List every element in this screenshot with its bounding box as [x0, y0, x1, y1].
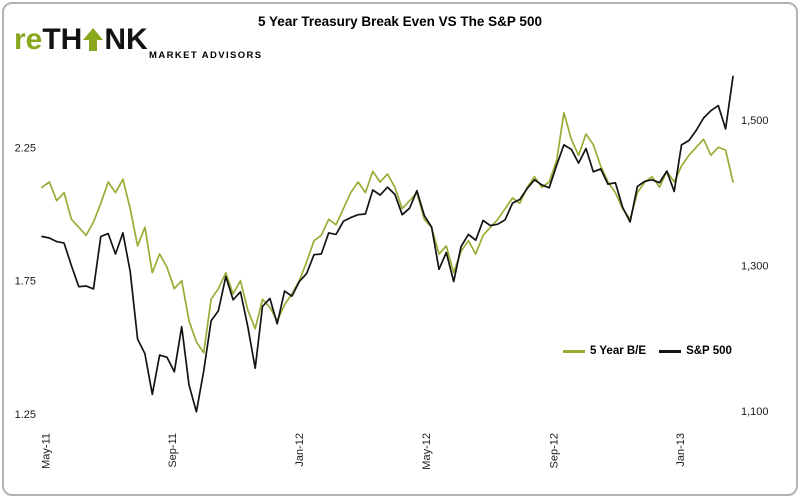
up-arrow-icon — [83, 28, 104, 52]
y-axis-left-tick: 1.25 — [15, 409, 36, 421]
chart-title: 5 Year Treasury Break Even VS The S&P 50… — [258, 14, 542, 29]
legend-label-breakeven: 5 Year B/E — [590, 345, 647, 357]
y-axis-left-tick: 1.75 — [15, 276, 36, 288]
up-arrow-stem — [89, 40, 98, 52]
y-axis-right-tick: 1,100 — [741, 406, 769, 418]
y-axis-right-tick: 1,300 — [741, 261, 769, 273]
rethink-logo: re TH NK — [14, 23, 148, 56]
logo-text-re: re — [14, 23, 43, 56]
sp500-line — [41, 75, 734, 413]
x-axis-tick: May-12 — [421, 433, 433, 470]
legend: 5 Year B/E S&P 500 — [563, 345, 732, 357]
breakeven-line — [41, 111, 734, 354]
x-axis-tick: Sep-12 — [548, 433, 560, 468]
legend-swatch-sp500 — [659, 349, 682, 353]
legend-swatch-breakeven — [563, 349, 585, 353]
x-axis-tick: Jan-12 — [294, 433, 306, 467]
logo-text-th: TH — [42, 23, 83, 56]
logo-text-nk: NK — [104, 23, 148, 56]
legend-item-sp500: S&P 500 — [659, 345, 732, 357]
legend-label-sp500: S&P 500 — [686, 345, 732, 357]
y-axis-right-tick: 1,500 — [741, 115, 769, 127]
x-axis-tick: May-11 — [40, 433, 52, 469]
up-arrow-head — [83, 28, 104, 41]
x-axis-tick: Jan-13 — [675, 433, 687, 467]
logo-tagline: MARKET ADVISORS — [149, 50, 263, 61]
legend-item-breakeven: 5 Year B/E — [563, 345, 646, 357]
x-axis-tick: Sep-11 — [167, 433, 179, 468]
y-axis-left-tick: 2.25 — [15, 142, 36, 154]
